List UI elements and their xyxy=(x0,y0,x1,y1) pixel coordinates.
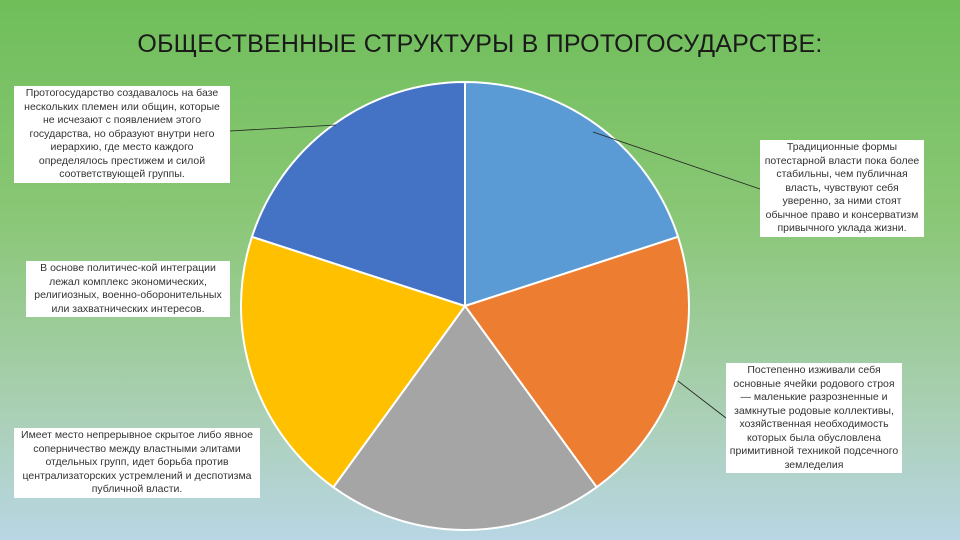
label-box-clan-cells: Постепенно изживали себя основные ячейки… xyxy=(726,363,902,473)
leader-line-traditional-power xyxy=(592,131,761,190)
label-box-traditional-power: Традиционные формы потестарной власти по… xyxy=(760,140,924,237)
page-title: ОБЩЕСТВЕННЫЕ СТРУКТУРЫ В ПРОТОГОСУДАРСТВ… xyxy=(137,30,823,58)
pie-slice-traditional-power xyxy=(464,80,680,308)
label-box-integration: В основе политичес-кой интеграции лежал … xyxy=(26,261,230,317)
pie-slice-integration xyxy=(240,235,467,489)
leader-line-clan-cells xyxy=(677,380,727,419)
pie-slice-clan-cells xyxy=(463,235,690,489)
label-box-hierarchy: Протогосударство создавалось на базе нес… xyxy=(14,86,230,183)
label-box-rivalry: Имеет место непрерывное скрытое либо явн… xyxy=(14,428,260,498)
pie-slice-rivalry xyxy=(331,304,599,531)
leader-line-hierarchy xyxy=(229,124,337,132)
